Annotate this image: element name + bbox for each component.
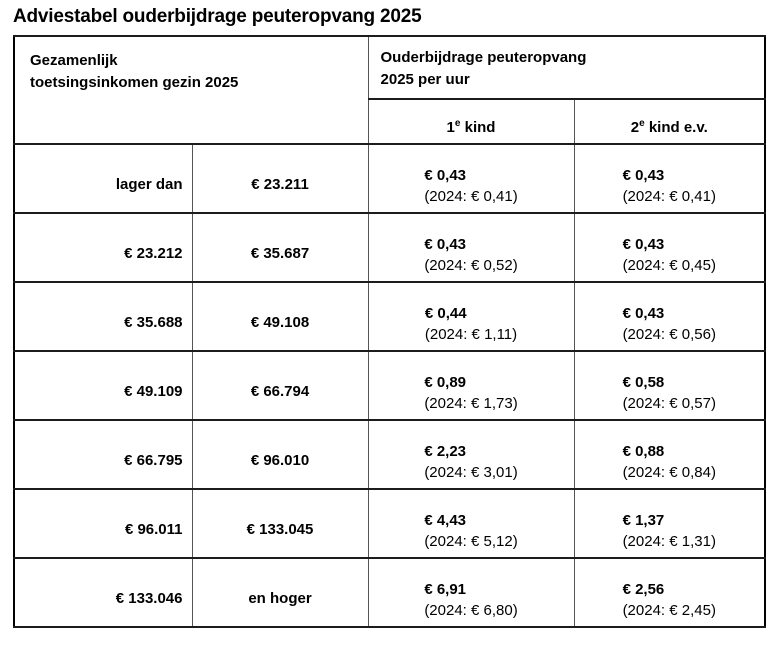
rate-child2-cell: € 0,58 (2024: € 0,57) (573, 350, 766, 421)
rate-previous: (2024: € 0,41) (622, 188, 716, 206)
income-to-cell: € 133.045 (191, 488, 369, 559)
rate-previous: (2024: € 0,57) (622, 395, 716, 413)
rate-current: € 2,23 (424, 442, 467, 460)
income-to-cell: € 23.211 (191, 143, 369, 214)
rate-current: € 0,58 (622, 373, 665, 391)
rate-child1-cell: € 2,23 (2024: € 3,01) (367, 419, 575, 490)
rate-child2-cell: € 0,88 (2024: € 0,84) (573, 419, 766, 490)
rate-current: € 0,43 (622, 235, 665, 253)
rate-child2-cell: € 0,43 (2024: € 0,56) (573, 281, 766, 352)
income-to-cell: € 49.108 (191, 281, 369, 352)
table-row: € 23.212 € 35.687 € 0,43 (2024: € 0,52) €… (13, 212, 766, 283)
header-row-main: Gezamenlijk toetsingsinkomen gezin 2025 … (13, 34, 766, 145)
rate-previous: (2024: € 2,45) (622, 602, 716, 620)
advice-table: Gezamenlijk toetsingsinkomen gezin 2025 … (13, 34, 767, 628)
table-row: € 49.109 € 66.794 € 0,89 (2024: € 1,73) €… (13, 350, 766, 421)
income-header-cell: Gezamenlijk toetsingsinkomen gezin 2025 (13, 35, 369, 145)
rate-previous: (2024: € 0,52) (424, 257, 518, 275)
child2-header-sup: e (639, 118, 645, 129)
rate-previous: (2024: € 0,45) (622, 257, 716, 275)
rate-child2-cell: € 2,56 (2024: € 2,45) (573, 557, 766, 628)
rate-child1-cell: € 6,91 (2024: € 6,80) (367, 557, 575, 628)
rate-child2-cell: € 0,43 (2024: € 0,45) (573, 212, 766, 283)
rate-previous: (2024: € 0,56) (622, 326, 716, 344)
child1-header-sup: e (454, 118, 461, 129)
rate-current: € 2,56 (622, 580, 665, 598)
rate-previous: (2024: € 1,73) (424, 395, 518, 413)
rate-child1-cell: € 0,43 (2024: € 0,52) (367, 212, 575, 283)
header-row-children: 1e kind 2e kind e.v. (14, 98, 766, 145)
rate-current: € 0,43 (622, 166, 665, 184)
income-from-cell: € 35.688 (13, 281, 193, 352)
child1-header-cell: 1e kind (367, 98, 575, 145)
income-to-cell: € 96.010 (191, 419, 369, 490)
income-to-cell: en hoger (191, 557, 369, 628)
income-from-cell: € 49.109 (13, 350, 193, 421)
rate-child1-cell: € 0,44 (2024: € 1,11) (367, 281, 575, 352)
table-row: € 96.011 € 133.045 € 4,43 (2024: € 5,12) … (13, 488, 766, 559)
rate-previous: (2024: € 0,84) (622, 464, 716, 482)
rate-current: € 4,43 (424, 511, 467, 529)
rate-current: € 6,91 (424, 580, 467, 598)
rate-child2-cell: € 1,37 (2024: € 1,31) (573, 488, 766, 559)
rate-current: € 0,43 (424, 166, 467, 184)
rate-current: € 0,44 (424, 304, 467, 322)
rate-child1-cell: € 0,43 (2024: € 0,41) (367, 143, 575, 214)
income-from-cell: € 133.046 (13, 557, 193, 628)
rate-child1-cell: € 0,89 (2024: € 1,73) (367, 350, 575, 421)
rate-current: € 0,89 (424, 373, 467, 391)
rate-previous: (2024: € 1,11) (424, 326, 518, 344)
contribution-header-cell: Ouderbijdrage peuteropvang 2025 per uur (367, 34, 766, 101)
rate-current: € 1,37 (622, 511, 665, 529)
rate-child1-cell: € 4,43 (2024: € 5,12) (367, 488, 575, 559)
rate-previous: (2024: € 6,80) (424, 602, 518, 620)
rate-current: € 0,43 (622, 304, 665, 322)
rate-child2-cell: € 0,43 (2024: € 0,41) (573, 143, 766, 214)
child1-header-label: kind (460, 119, 496, 136)
income-from-cell: € 23.212 (13, 212, 193, 283)
income-from-cell: € 66.795 (13, 419, 193, 490)
income-from-cell: € 96.011 (13, 488, 193, 559)
rate-previous: (2024: € 1,31) (622, 533, 716, 551)
rate-current: € 0,88 (622, 442, 665, 460)
child2-header-label: kind e.v. (644, 119, 708, 136)
income-to-cell: € 66.794 (191, 350, 369, 421)
income-from-cell: lager dan (13, 143, 193, 214)
child1-header-num: 1 (446, 119, 455, 136)
table-row: € 133.046 en hoger € 6,91 (2024: € 6,80) … (13, 557, 766, 628)
child2-header-num: 2 (630, 119, 640, 136)
income-to-cell: € 35.687 (191, 212, 369, 283)
table-row: € 66.795 € 96.010 € 2,23 (2024: € 3,01) €… (13, 419, 766, 490)
table-row: € 35.688 € 49.108 € 0,44 (2024: € 1,11) €… (13, 281, 766, 352)
rate-previous: (2024: € 3,01) (424, 464, 518, 482)
rate-previous: (2024: € 0,41) (424, 188, 518, 206)
child2-header-cell: 2e kind e.v. (573, 98, 766, 145)
rate-previous: (2024: € 5,12) (424, 533, 518, 551)
rate-current: € 0,43 (424, 235, 467, 253)
page-title: Adviestabel ouderbijdrage peuteropvang 2… (13, 6, 422, 27)
table-row: lager dan € 23.211 € 0,43 (2024: € 0,41) … (13, 143, 766, 214)
